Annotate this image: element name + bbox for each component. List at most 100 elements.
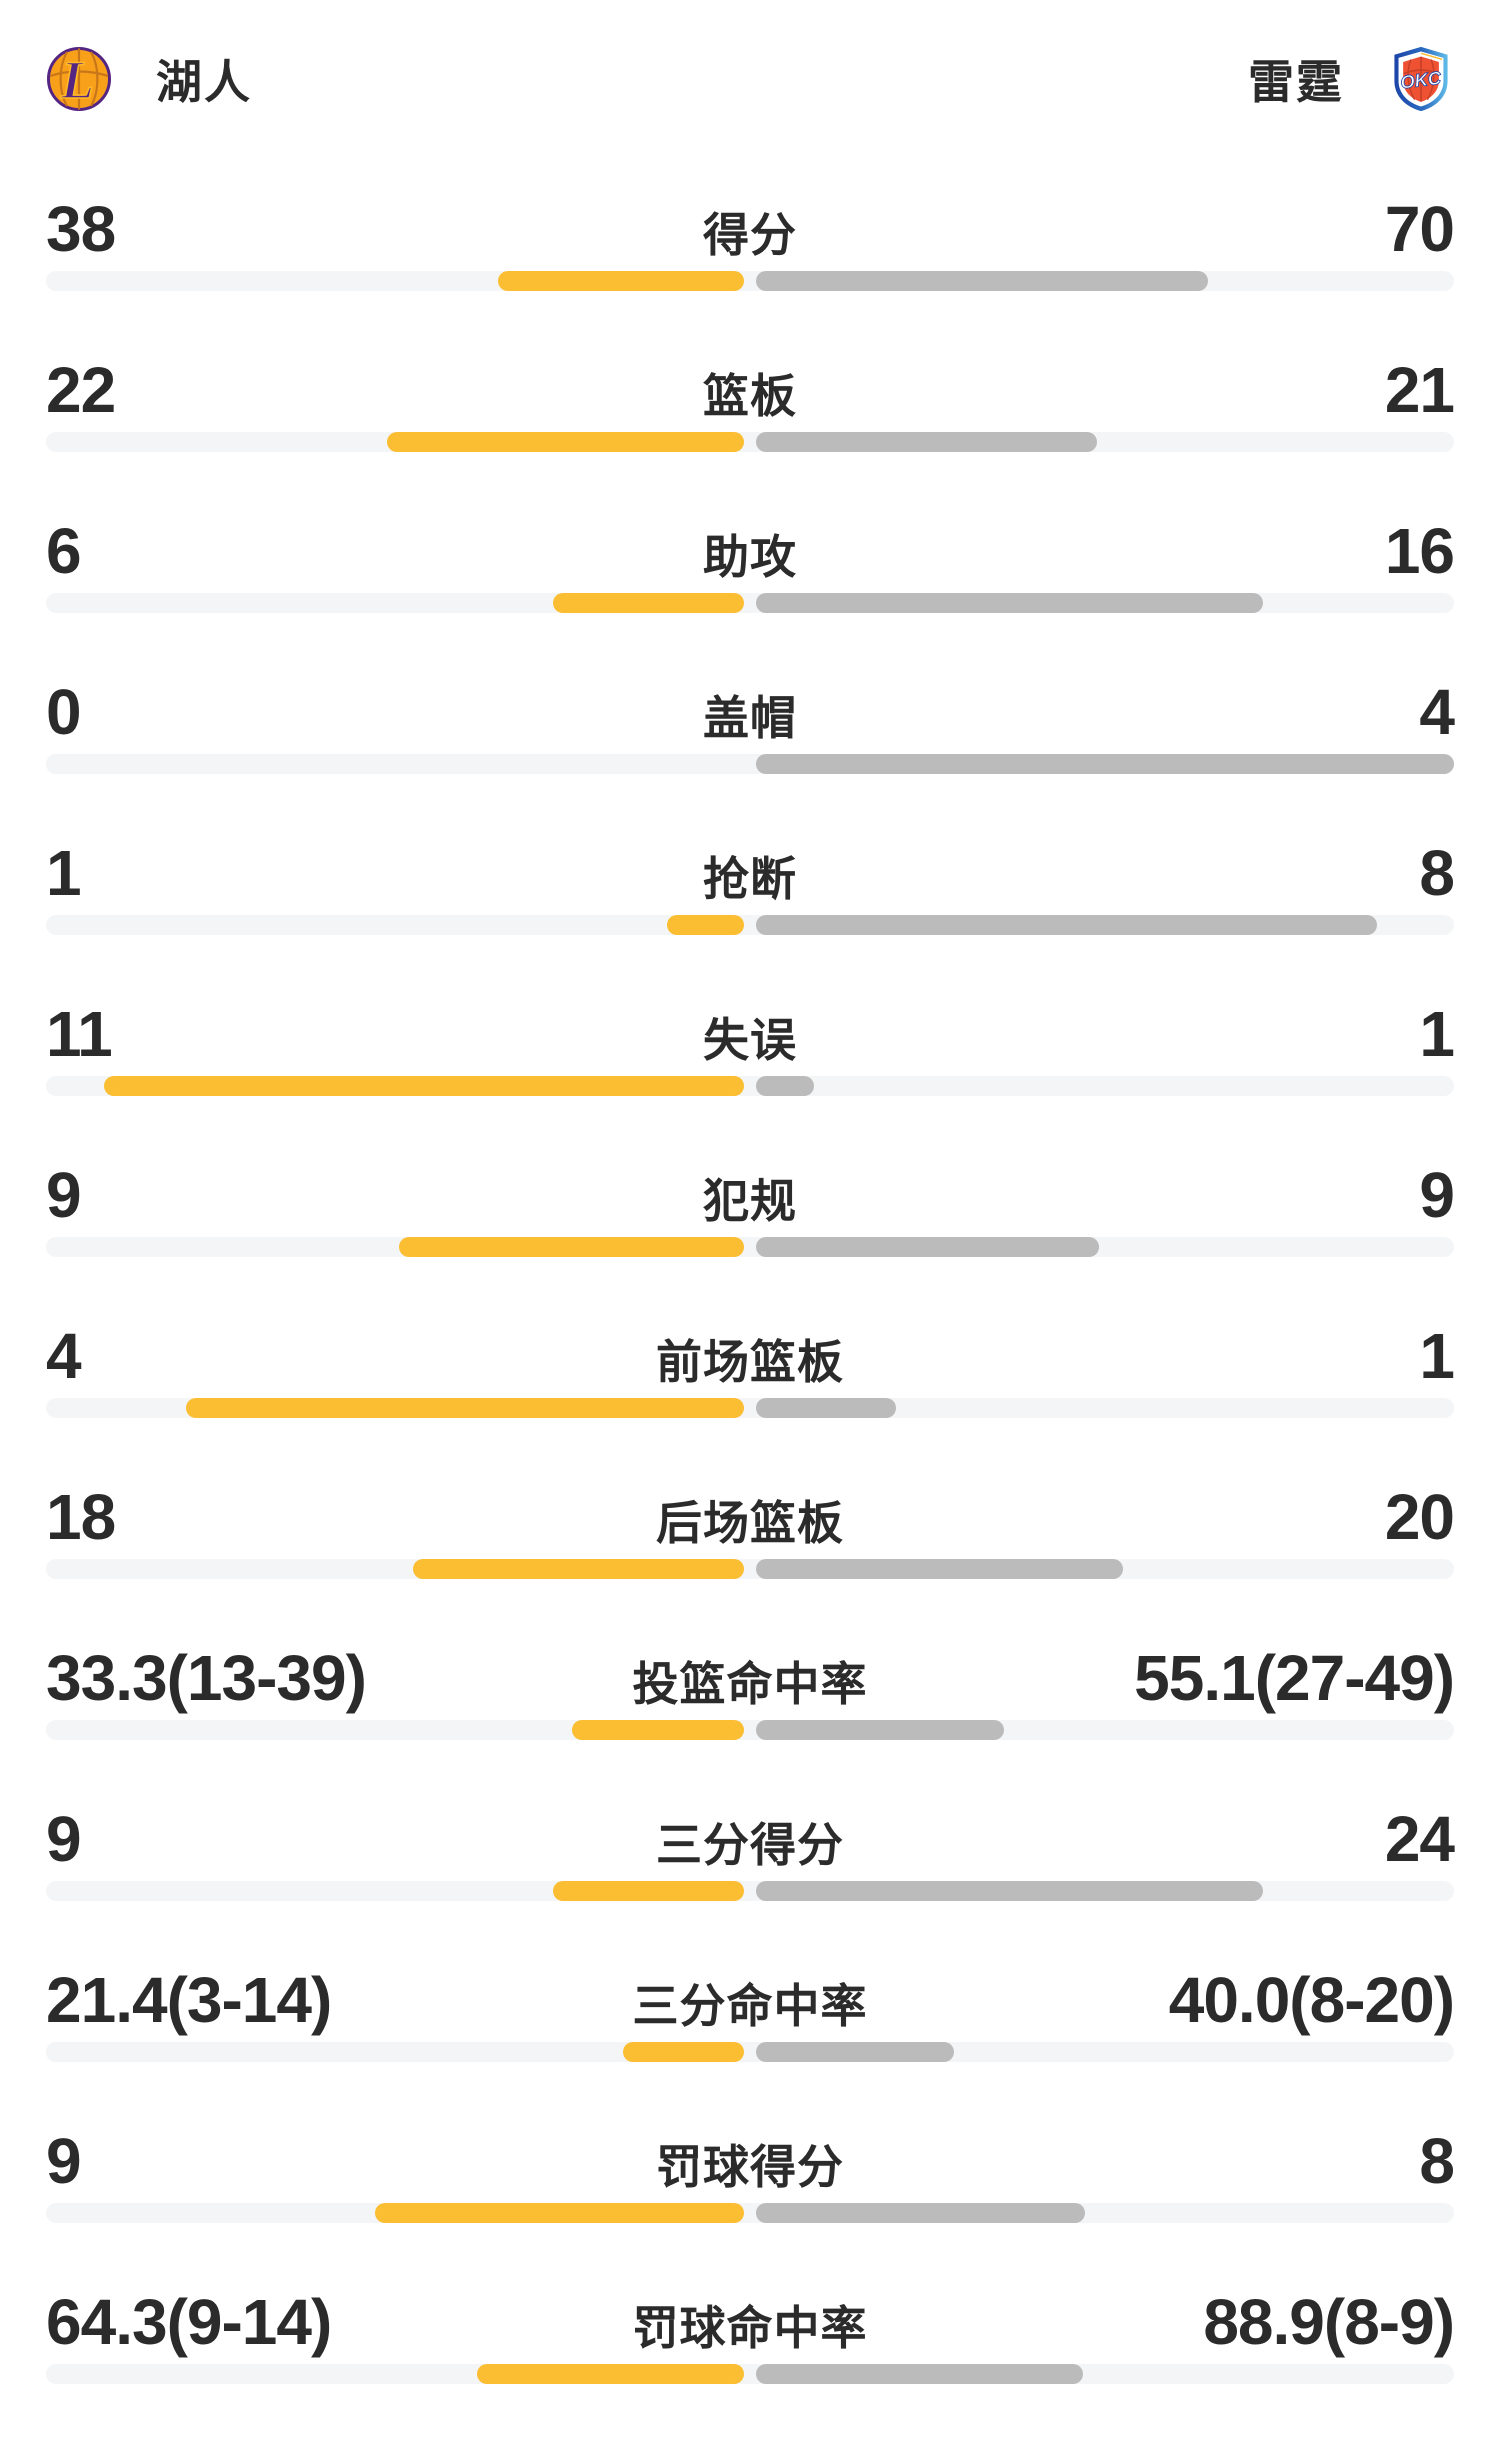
stat-text-line: 22 篮板 21	[46, 354, 1455, 426]
okc-logo-icon: OKC	[1394, 46, 1448, 112]
stat-text-line: 64.3(9-14) 罚球命中率 88.9(8-9)	[46, 2290, 1455, 2354]
left-bar	[553, 1881, 744, 1901]
stat-label: 盖帽	[703, 692, 797, 744]
bar-track	[46, 754, 1454, 774]
stat-right-value: 8	[1419, 837, 1455, 909]
stat-left-value: 9	[46, 1159, 82, 1231]
right-bar	[756, 1398, 896, 1418]
left-bar	[374, 2203, 744, 2223]
stat-label: 助攻	[703, 531, 797, 583]
bar-track	[46, 2203, 1454, 2223]
right-bar	[756, 1237, 1100, 1257]
stat-label: 抢断	[703, 853, 797, 905]
bar-track	[46, 2042, 1454, 2062]
stat-right-value: 1	[1419, 1320, 1455, 1392]
team-away[interactable]: 雷霆 OKC	[1248, 46, 1454, 112]
stat-right-value: 16	[1384, 515, 1455, 587]
stat-left-value: 22	[46, 354, 116, 426]
stat-text-line: 11 失误 1	[46, 998, 1455, 1070]
team-home[interactable]: L 湖人	[46, 46, 252, 112]
bar-track	[46, 1237, 1454, 1257]
bar-track	[46, 2364, 1454, 2384]
stat-text-line: 4 前场篮板 1	[46, 1320, 1455, 1392]
bar-track	[46, 1398, 1454, 1418]
right-bar	[756, 1720, 1005, 1740]
left-bar	[398, 1237, 744, 1257]
stat-label: 篮板	[703, 370, 797, 422]
stat-right-value: 55.1(27-49)	[1134, 1642, 1455, 1714]
left-bar	[413, 1559, 744, 1579]
stat-left-value: 6	[46, 515, 82, 587]
stat-label: 三分得分	[656, 1819, 844, 1871]
stat-text-line: 38 得分 70	[46, 193, 1455, 265]
svg-text:L: L	[60, 50, 94, 110]
stat-text-line: 0 盖帽 4	[46, 676, 1455, 748]
right-bar	[756, 432, 1097, 452]
bar-track	[46, 1720, 1454, 1740]
stat-text-line: 33.3(13-39) 投篮命中率 55.1(27-49)	[46, 1642, 1455, 1714]
stat-label: 前场篮板	[656, 1336, 844, 1388]
bar-track	[46, 271, 1454, 291]
bar-track	[46, 593, 1454, 613]
stat-right-value: 9	[1419, 1159, 1455, 1231]
stat-text-line: 9 罚球得分 8	[46, 2125, 1455, 2197]
stat-left-value: 9	[46, 1803, 82, 1875]
left-bar	[553, 593, 744, 613]
left-bar	[185, 1398, 744, 1418]
stat-row: 21.4(3-14) 三分命中率 40.0(8-20)	[46, 1964, 1455, 2062]
left-bar	[103, 1076, 744, 1096]
stat-row: 11 失误 1	[46, 998, 1455, 1096]
stat-text-line: 9 三分得分 24	[46, 1803, 1455, 1875]
stat-label: 失误	[703, 1014, 797, 1066]
stat-left-value: 38	[46, 193, 116, 265]
header: L 湖人 雷霆	[46, 46, 1454, 112]
stat-row: 33.3(13-39) 投篮命中率 55.1(27-49)	[46, 1642, 1455, 1740]
left-bar	[386, 432, 744, 452]
left-bar	[571, 1720, 744, 1740]
bar-track	[46, 915, 1454, 935]
right-bar	[756, 1076, 814, 1096]
right-bar	[756, 593, 1264, 613]
stat-row: 38 得分 70	[46, 193, 1455, 291]
stat-left-value: 11	[46, 998, 113, 1070]
stat-right-value: 21	[1384, 354, 1455, 426]
stat-label: 犯规	[703, 1175, 797, 1227]
left-bar	[666, 915, 744, 935]
stat-row: 18 后场篮板 20	[46, 1481, 1455, 1579]
stat-right-value: 4	[1419, 676, 1455, 748]
bar-track	[46, 432, 1454, 452]
stat-label: 罚球得分	[656, 2141, 844, 2193]
stat-text-line: 21.4(3-14) 三分命中率 40.0(8-20)	[46, 1964, 1455, 2036]
stat-row: 9 罚球得分 8	[46, 2125, 1455, 2223]
team-home-name: 湖人	[156, 56, 252, 108]
stat-left-value: 33.3(13-39)	[46, 1642, 367, 1714]
right-bar	[756, 2364, 1083, 2384]
stat-right-value: 20	[1384, 1481, 1455, 1553]
stat-label: 三分命中率	[632, 1980, 868, 2032]
stat-right-value: 1	[1419, 998, 1455, 1070]
stat-row: 1 抢断 8	[46, 837, 1455, 935]
stat-right-value: 70	[1384, 193, 1455, 265]
right-bar	[756, 2203, 1085, 2223]
stat-row: 9 犯规 9	[46, 1159, 1455, 1257]
stat-left-value: 1	[46, 837, 82, 909]
stat-text-line: 6 助攻 16	[46, 515, 1455, 587]
stat-row: 4 前场篮板 1	[46, 1320, 1455, 1418]
stat-left-value: 0	[46, 676, 82, 748]
left-bar	[622, 2042, 744, 2062]
stats-list: 38 得分 70 22 篮板 21 6 助攻 16	[46, 193, 1455, 2384]
team-away-name: 雷霆	[1248, 56, 1344, 108]
stat-left-value: 9	[46, 2125, 82, 2197]
lakers-logo-icon: L	[47, 47, 111, 111]
stat-right-value: 8	[1419, 2125, 1455, 2197]
stat-right-value: 40.0(8-20)	[1168, 1964, 1455, 2036]
stat-row: 0 盖帽 4	[46, 676, 1455, 774]
stat-row: 9 三分得分 24	[46, 1803, 1455, 1901]
bar-track	[46, 1559, 1454, 1579]
stat-label: 后场篮板	[656, 1497, 844, 1549]
stat-left-value: 18	[46, 1481, 116, 1553]
right-bar	[756, 1881, 1264, 1901]
right-bar	[756, 915, 1377, 935]
stat-text-line: 9 犯规 9	[46, 1159, 1455, 1231]
right-bar	[756, 754, 1454, 774]
